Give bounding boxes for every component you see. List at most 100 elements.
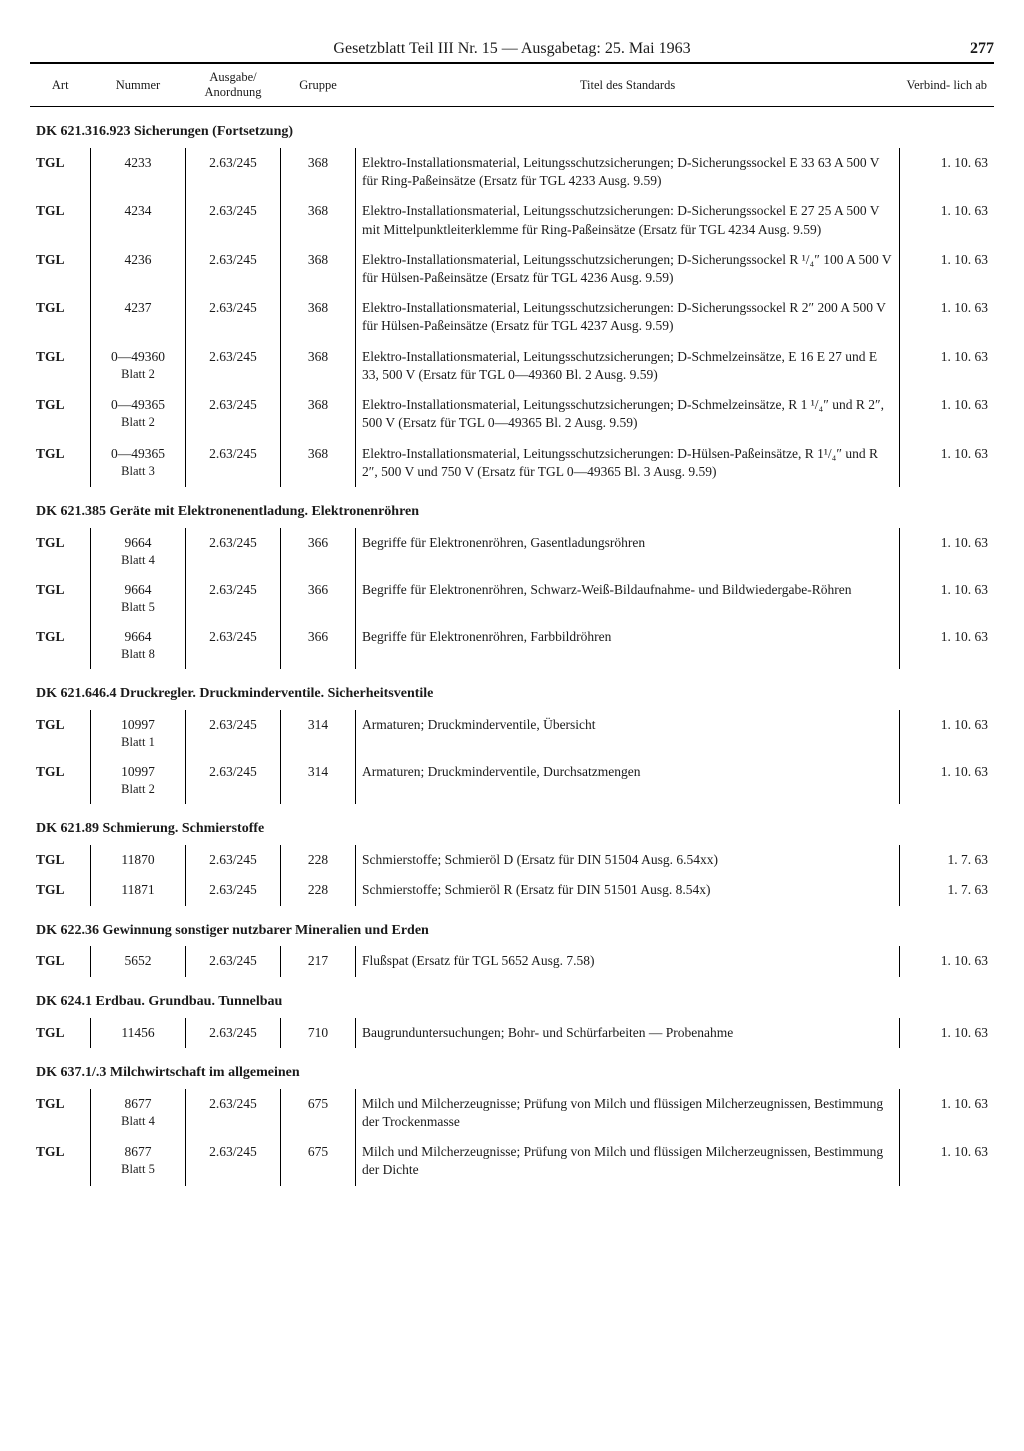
cell-titel: Elektro-Installationsmaterial, Leitungss… xyxy=(356,293,900,341)
cell-nummer: 0—49365Blatt 3 xyxy=(91,439,186,487)
table-row: TGL10997Blatt 12.63/245314Armaturen; Dru… xyxy=(30,710,994,757)
cell-titel: Begriffe für Elektronenröhren, Schwarz-W… xyxy=(356,575,900,622)
cell-nummer-sub: Blatt 8 xyxy=(97,646,179,663)
cell-art: TGL xyxy=(30,196,91,244)
cell-gruppe: 314 xyxy=(281,757,356,804)
cell-nummer-sub: Blatt 1 xyxy=(97,734,179,751)
cell-ausgabe: 2.63/245 xyxy=(186,439,281,487)
cell-ausgabe: 2.63/245 xyxy=(186,946,281,976)
section-heading-row: DK 624.1 Erdbau. Grundbau. Tunnelbau xyxy=(30,977,994,1018)
cell-date: 1. 10. 63 xyxy=(900,622,995,669)
cell-gruppe: 217 xyxy=(281,946,356,976)
cell-nummer: 0—49365Blatt 2 xyxy=(91,390,186,438)
section-heading: DK 637.1/.3 Milchwirtschaft im allgemein… xyxy=(30,1048,994,1089)
cell-titel: Schmierstoffe; Schmieröl D (Ersatz für D… xyxy=(356,845,900,875)
table-row: TGL56522.63/245217Flußspat (Ersatz für T… xyxy=(30,946,994,976)
col-gruppe: Gruppe xyxy=(281,64,356,107)
cell-titel: Milch und Milcherzeugnisse; Prüfung von … xyxy=(356,1137,900,1185)
section-heading-row: DK 622.36 Gewinnung sonstiger nutzbarer … xyxy=(30,906,994,947)
standards-table: Art Nummer Ausgabe/ Anordnung Gruppe Tit… xyxy=(30,64,994,1186)
section-heading: DK 624.1 Erdbau. Grundbau. Tunnelbau xyxy=(30,977,994,1018)
section-heading: DK 621.385 Geräte mit Elektronenentladun… xyxy=(30,487,994,528)
cell-titel: Elektro-Installationsmaterial, Leitungss… xyxy=(356,390,900,438)
page-number: 277 xyxy=(944,40,994,58)
cell-art: TGL xyxy=(30,1137,91,1185)
cell-ausgabe: 2.63/245 xyxy=(186,342,281,390)
cell-gruppe: 366 xyxy=(281,622,356,669)
cell-ausgabe: 2.63/245 xyxy=(186,622,281,669)
cell-nummer: 9664Blatt 5 xyxy=(91,575,186,622)
table-row: TGL9664Blatt 82.63/245366Begriffe für El… xyxy=(30,622,994,669)
cell-ausgabe: 2.63/245 xyxy=(186,293,281,341)
cell-gruppe: 366 xyxy=(281,528,356,575)
table-row: TGL9664Blatt 52.63/245366Begriffe für El… xyxy=(30,575,994,622)
cell-nummer: 8677Blatt 4 xyxy=(91,1089,186,1137)
cell-nummer-sub: Blatt 2 xyxy=(97,414,179,431)
cell-date: 1. 10. 63 xyxy=(900,245,995,293)
cell-date: 1. 10. 63 xyxy=(900,196,995,244)
cell-art: TGL xyxy=(30,293,91,341)
cell-ausgabe: 2.63/245 xyxy=(186,196,281,244)
cell-gruppe: 368 xyxy=(281,342,356,390)
table-row: TGL0—49365Blatt 32.63/245368Elektro-Inst… xyxy=(30,439,994,487)
cell-ausgabe: 2.63/245 xyxy=(186,1018,281,1048)
cell-ausgabe: 2.63/245 xyxy=(186,148,281,196)
cell-nummer-sub: Blatt 2 xyxy=(97,781,179,798)
cell-date: 1. 7. 63 xyxy=(900,875,995,905)
cell-date: 1. 10. 63 xyxy=(900,575,995,622)
col-art: Art xyxy=(30,64,91,107)
table-header-row: Art Nummer Ausgabe/ Anordnung Gruppe Tit… xyxy=(30,64,994,107)
cell-nummer: 9664Blatt 4 xyxy=(91,528,186,575)
cell-nummer-sub: Blatt 5 xyxy=(97,599,179,616)
cell-titel: Begriffe für Elektronenröhren, Farbbildr… xyxy=(356,622,900,669)
table-row: TGL9664Blatt 42.63/245366Begriffe für El… xyxy=(30,528,994,575)
col-ausgabe: Ausgabe/ Anordnung xyxy=(186,64,281,107)
cell-nummer: 5652 xyxy=(91,946,186,976)
cell-gruppe: 368 xyxy=(281,196,356,244)
table-body: DK 621.316.923 Sicherungen (Fortsetzung)… xyxy=(30,107,994,1186)
cell-titel: Elektro-Installationsmaterial, Leitungss… xyxy=(356,439,900,487)
cell-date: 1. 10. 63 xyxy=(900,946,995,976)
cell-titel: Begriffe für Elektronenröhren, Gasentlad… xyxy=(356,528,900,575)
cell-art: TGL xyxy=(30,390,91,438)
cell-art: TGL xyxy=(30,710,91,757)
cell-art: TGL xyxy=(30,1089,91,1137)
section-heading-row: DK 621.646.4 Druckregler. Druckminderven… xyxy=(30,669,994,710)
cell-art: TGL xyxy=(30,622,91,669)
cell-art: TGL xyxy=(30,148,91,196)
cell-ausgabe: 2.63/245 xyxy=(186,1089,281,1137)
cell-ausgabe: 2.63/245 xyxy=(186,875,281,905)
cell-gruppe: 366 xyxy=(281,575,356,622)
cell-date: 1. 10. 63 xyxy=(900,528,995,575)
cell-titel: Elektro-Installationsmaterial, Leitungss… xyxy=(356,148,900,196)
cell-titel: Flußspat (Ersatz für TGL 5652 Ausg. 7.58… xyxy=(356,946,900,976)
cell-nummer: 4233 xyxy=(91,148,186,196)
section-heading: DK 621.89 Schmierung. Schmierstoffe xyxy=(30,804,994,845)
cell-ausgabe: 2.63/245 xyxy=(186,710,281,757)
cell-titel: Elektro-Installationsmaterial, Leitungss… xyxy=(356,245,900,293)
cell-gruppe: 368 xyxy=(281,245,356,293)
cell-nummer: 4236 xyxy=(91,245,186,293)
cell-ausgabe: 2.63/245 xyxy=(186,390,281,438)
cell-date: 1. 10. 63 xyxy=(900,390,995,438)
cell-art: TGL xyxy=(30,1018,91,1048)
table-row: TGL114562.63/245710Baugrunduntersuchunge… xyxy=(30,1018,994,1048)
table-row: TGL42362.63/245368Elektro-Installationsm… xyxy=(30,245,994,293)
cell-art: TGL xyxy=(30,575,91,622)
cell-ausgabe: 2.63/245 xyxy=(186,757,281,804)
cell-nummer: 9664Blatt 8 xyxy=(91,622,186,669)
table-row: TGL42372.63/245368Elektro-Installationsm… xyxy=(30,293,994,341)
cell-nummer-sub: Blatt 4 xyxy=(97,552,179,569)
cell-gruppe: 710 xyxy=(281,1018,356,1048)
table-row: TGL10997Blatt 22.63/245314Armaturen; Dru… xyxy=(30,757,994,804)
table-row: TGL42332.63/245368Elektro-Installationsm… xyxy=(30,148,994,196)
section-heading-row: DK 621.89 Schmierung. Schmierstoffe xyxy=(30,804,994,845)
cell-gruppe: 368 xyxy=(281,148,356,196)
cell-titel: Elektro-Installationsmaterial, Leitungss… xyxy=(356,196,900,244)
cell-ausgabe: 2.63/245 xyxy=(186,845,281,875)
cell-nummer-sub: Blatt 5 xyxy=(97,1161,179,1178)
cell-art: TGL xyxy=(30,528,91,575)
cell-art: TGL xyxy=(30,845,91,875)
section-heading: DK 621.316.923 Sicherungen (Fortsetzung) xyxy=(30,107,994,148)
cell-gruppe: 368 xyxy=(281,439,356,487)
